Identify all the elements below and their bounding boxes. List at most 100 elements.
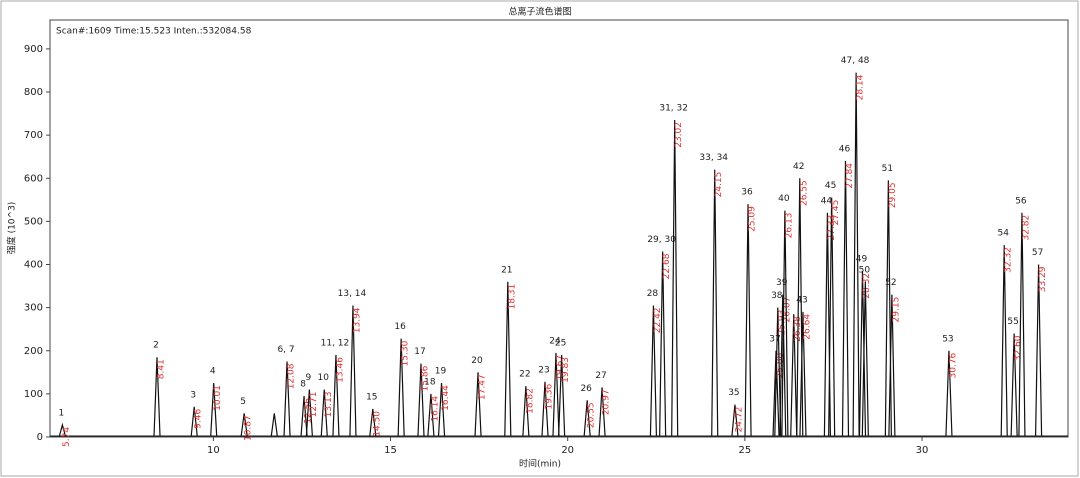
peak-label: 23: [538, 365, 549, 375]
peak: [1010, 333, 1018, 437]
retention-time-label: 22.68: [662, 253, 672, 279]
retention-time-label: 10.87: [244, 415, 254, 441]
retention-time-label: 19.83: [561, 357, 571, 383]
peak: [861, 281, 869, 437]
peak: [397, 338, 405, 437]
y-tick-label: 400: [24, 260, 43, 271]
retention-time-label: 18.82: [525, 388, 535, 414]
retention-time-label: 25.88: [776, 352, 786, 378]
scan-info: Scan#:1609 Time:15.523 Inten.:532084.58: [56, 27, 252, 37]
retention-time-label: 26.07: [782, 297, 792, 323]
peak-label: 37: [769, 334, 780, 344]
peak-label: 51: [882, 164, 893, 174]
peak: [852, 72, 860, 437]
retention-time-label: 27.84: [845, 163, 855, 189]
peak-label: 3: [190, 390, 196, 400]
peak-label: 33, 34: [699, 153, 728, 163]
peak-label: 17: [414, 347, 425, 357]
peak-label: 38: [771, 291, 783, 301]
peak-label: 27: [595, 371, 606, 381]
peak: [598, 387, 606, 437]
peak-label: 2: [153, 341, 159, 351]
peak: [240, 413, 248, 437]
peak-label: 42: [793, 162, 804, 172]
peak: [828, 197, 836, 437]
retention-time-label: 13.13: [324, 392, 334, 418]
retention-time-label: 29.15: [891, 297, 901, 323]
retention-time-label: 10.01: [213, 385, 223, 411]
peak-label: 4: [210, 367, 216, 377]
y-tick-label: 700: [24, 130, 43, 141]
retention-time-label: 26.64: [802, 314, 812, 340]
peak-label: 47, 48: [841, 56, 870, 66]
retention-time-label: 25.09: [748, 206, 758, 232]
retention-time-label: 20.55: [587, 402, 597, 428]
peak-label: 8: [300, 380, 306, 390]
peak: [790, 314, 798, 437]
retention-time-label: 16.44: [441, 385, 451, 411]
y-tick-label: 100: [24, 389, 43, 400]
y-tick-label: 500: [24, 216, 43, 227]
peak: [437, 383, 446, 437]
peak: [774, 307, 782, 437]
peak-label: 45: [825, 181, 836, 191]
y-tick-label: 800: [24, 87, 43, 98]
retention-time-label: 28.32: [862, 273, 872, 299]
peak: [300, 395, 308, 437]
peak-label: 5: [240, 397, 246, 407]
retention-time-label: 33.29: [1038, 266, 1048, 292]
peak: [799, 311, 807, 437]
y-tick-label: 200: [24, 346, 43, 357]
peak: [781, 210, 789, 437]
peak-label: 20: [471, 356, 483, 366]
retention-time-label: 13.94: [352, 307, 362, 333]
peak: [659, 251, 667, 437]
x-tick-label: 15: [384, 445, 397, 456]
peak-label: 40: [778, 194, 790, 204]
peak-label: 31, 32: [659, 104, 688, 114]
peak: [283, 361, 291, 437]
peak-label: 13, 14: [338, 289, 367, 299]
peak: [427, 393, 435, 437]
peak: [58, 422, 66, 437]
peak: [1034, 264, 1043, 437]
peak-label: 46: [839, 145, 851, 155]
peak: [552, 352, 560, 437]
retention-time-label: 27.45: [831, 200, 841, 226]
peak-label: 1: [59, 408, 65, 418]
peak-label: 36: [741, 188, 753, 198]
peak-label: 35: [728, 388, 739, 398]
peak: [541, 381, 549, 437]
peak-label: 15: [366, 392, 377, 402]
peak-label: 49: [856, 254, 868, 264]
peak: [649, 305, 658, 437]
retention-time-label: 22.42: [653, 307, 663, 333]
x-tick-label: 30: [916, 445, 929, 456]
retention-time-label: 14.50: [372, 411, 382, 437]
peak: [504, 281, 512, 437]
peak: [558, 355, 566, 437]
peak-label: 18: [424, 377, 436, 387]
peak: [1000, 245, 1008, 437]
peak-label: 43: [796, 295, 807, 305]
retention-time-label: 15.86: [420, 365, 430, 391]
peak: [369, 408, 377, 437]
retention-time-label: 29.05: [888, 182, 898, 208]
peak-label: 26: [580, 384, 592, 394]
peak-label: 21: [501, 265, 512, 275]
retention-time-label: 16.14: [430, 396, 440, 422]
retention-time-label: 15.30: [401, 340, 411, 366]
peak: [858, 270, 867, 437]
peak-label: 55: [1007, 317, 1018, 327]
peak: [305, 389, 313, 437]
peak: [945, 350, 953, 437]
peak-label: 52: [885, 278, 896, 288]
x-tick-label: 10: [207, 445, 220, 456]
peak-label: 10: [318, 373, 330, 383]
x-axis-label: 时间(min): [519, 458, 561, 470]
peak: [190, 406, 198, 437]
peak: [417, 363, 425, 437]
retention-time-label: 19.67: [555, 355, 565, 381]
retention-time-label: 28.14: [856, 74, 866, 100]
